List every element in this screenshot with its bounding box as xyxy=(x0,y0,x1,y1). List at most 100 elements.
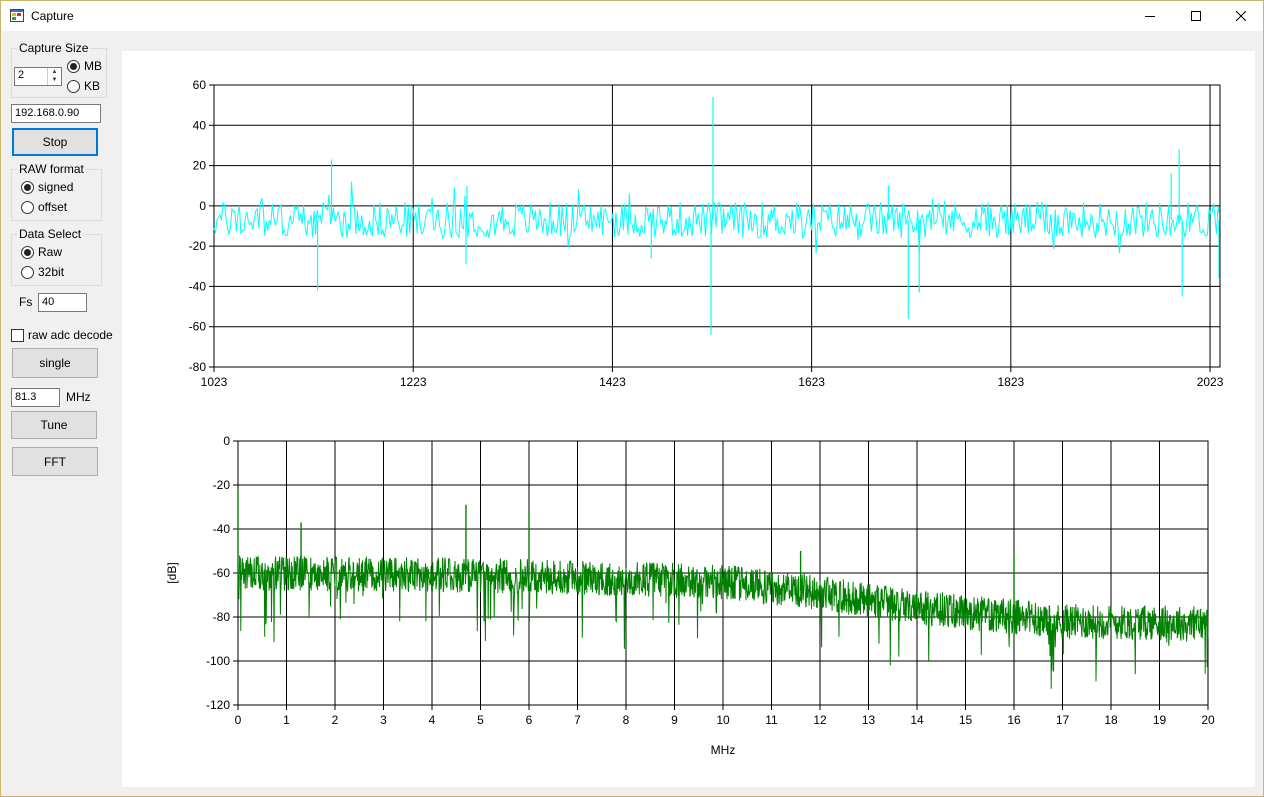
radio-32bit-label: 32bit xyxy=(38,265,65,279)
time-xtick-label: 1023 xyxy=(201,375,228,389)
stop-button[interactable]: Stop xyxy=(12,128,98,156)
time-ytick-label: 20 xyxy=(193,159,207,173)
fft-xtick-label: 19 xyxy=(1153,713,1167,727)
fft-xtick-label: 4 xyxy=(429,713,436,727)
spin-down-icon[interactable]: ▼ xyxy=(51,77,58,83)
data-select-group: Data Select xyxy=(11,227,102,286)
fft-xtick-label: 15 xyxy=(959,713,973,727)
close-icon xyxy=(1236,11,1246,21)
time-ytick-label: 0 xyxy=(199,199,206,213)
fft-button[interactable]: FFT xyxy=(12,447,98,476)
window-title: Capture xyxy=(31,9,74,23)
capture-size-stepper[interactable]: 2 ▲ ▼ xyxy=(14,67,62,86)
raw-format-group: RAW format xyxy=(11,162,102,221)
time-ytick-label: 60 xyxy=(193,78,207,92)
title-bar: Capture xyxy=(1,1,1263,31)
radio-32bit[interactable]: 32bit xyxy=(21,265,64,279)
fft-xlabel: MHz xyxy=(711,743,736,757)
fft-xtick-label: 6 xyxy=(526,713,533,727)
close-button[interactable] xyxy=(1218,1,1264,31)
capture-size-label: Capture Size xyxy=(17,41,91,55)
fft-ytick-label: -120 xyxy=(206,698,230,712)
tune-unit-label: MHz xyxy=(66,390,91,404)
time-ytick-label: -60 xyxy=(189,320,207,334)
fft-ytick-label: -20 xyxy=(213,478,231,492)
fft-series-line xyxy=(237,555,1209,689)
single-button[interactable]: single xyxy=(12,348,98,378)
data-select-label: Data Select xyxy=(17,227,84,241)
time-plot-area xyxy=(213,84,1221,368)
fft-ylabel: [dB] xyxy=(165,562,179,583)
time-xtick-label: 1623 xyxy=(798,375,825,389)
raw-adc-decode-box xyxy=(11,328,24,342)
minimize-icon xyxy=(1145,16,1155,17)
fft-xtick-label: 3 xyxy=(380,713,387,727)
fft-xtick-label: 13 xyxy=(862,713,876,727)
radio-32bit-indicator xyxy=(21,265,34,279)
radio-raw[interactable]: Raw xyxy=(21,245,62,259)
fft-xtick-label: 14 xyxy=(910,713,924,727)
radio-raw-label: Raw xyxy=(38,245,63,259)
fft-ytick-label: -60 xyxy=(213,566,231,580)
fft-xtick-label: 8 xyxy=(623,713,630,727)
fs-input[interactable]: 40 xyxy=(38,293,87,312)
fft-xtick-label: 18 xyxy=(1104,713,1118,727)
fft-xtick-label: 16 xyxy=(1007,713,1021,727)
fs-label: Fs xyxy=(19,295,33,309)
fft-xtick-label: 17 xyxy=(1056,713,1070,727)
time-xtick-label: 1423 xyxy=(599,375,626,389)
fft-ytick-label: -80 xyxy=(213,610,231,624)
ip-address-input[interactable]: 192.168.0.90 xyxy=(11,104,101,123)
radio-offset[interactable]: offset xyxy=(21,200,67,214)
fft-xtick-label: 9 xyxy=(671,713,678,727)
radio-mb-label: MB xyxy=(84,59,102,73)
fft-ytick-label: 0 xyxy=(223,434,230,448)
fft-xtick-label: 20 xyxy=(1201,713,1215,727)
radio-mb[interactable]: MB xyxy=(67,59,102,73)
time-ytick-label: -40 xyxy=(189,279,207,293)
tune-button[interactable]: Tune xyxy=(11,411,97,439)
radio-kb[interactable]: KB xyxy=(67,79,100,93)
fft-xtick-label: 0 xyxy=(235,713,242,727)
chart-panel: 60 40 20 0 -20 -40 -60 -80 1023 1223 1423 1623 1823 2… xyxy=(122,51,1255,787)
tune-frequency-input[interactable]: 81.3 xyxy=(11,388,60,407)
capture-size-value: 2 xyxy=(18,69,25,81)
time-ytick-label: -80 xyxy=(189,360,207,374)
fft-ytick-label: -40 xyxy=(213,522,231,536)
maximize-icon xyxy=(1191,11,1201,21)
minimize-button[interactable] xyxy=(1127,1,1173,31)
time-ytick-label: -20 xyxy=(189,239,207,253)
fft-xtick-label: 12 xyxy=(813,713,827,727)
fft-xtick-label: 1 xyxy=(283,713,290,727)
radio-signed-indicator xyxy=(21,180,34,194)
radio-signed-label: signed xyxy=(38,180,74,194)
capture-size-group: Capture Size xyxy=(11,41,107,98)
radio-mb-indicator xyxy=(67,59,80,73)
spin-up-icon[interactable]: ▲ xyxy=(51,69,58,75)
radio-raw-indicator xyxy=(21,245,34,259)
raw-adc-decode-checkbox[interactable]: raw adc decode xyxy=(11,328,113,342)
raw-adc-decode-label: raw adc decode xyxy=(28,328,113,342)
time-series-line xyxy=(213,181,1220,254)
radio-kb-indicator xyxy=(67,79,80,93)
fft-xtick-label: 10 xyxy=(716,713,730,727)
time-xtick-label: 1823 xyxy=(997,375,1024,389)
radio-offset-label: offset xyxy=(38,200,68,214)
time-xtick-label: 1223 xyxy=(400,375,427,389)
radio-signed[interactable]: signed xyxy=(21,180,73,194)
raw-format-label: RAW format xyxy=(17,162,86,176)
time-ytick-label: 40 xyxy=(193,118,207,132)
radio-kb-label: KB xyxy=(84,79,101,93)
fft-xtick-label: 7 xyxy=(574,713,581,727)
fft-xtick-label: 11 xyxy=(765,713,778,727)
app-window-icon xyxy=(10,9,24,22)
fft-ytick-label: -100 xyxy=(206,654,230,668)
fft-xtick-label: 5 xyxy=(477,713,484,727)
fft-xtick-label: 2 xyxy=(332,713,339,727)
time-xtick-label: 2023 xyxy=(1197,375,1224,389)
maximize-button[interactable] xyxy=(1173,1,1219,31)
